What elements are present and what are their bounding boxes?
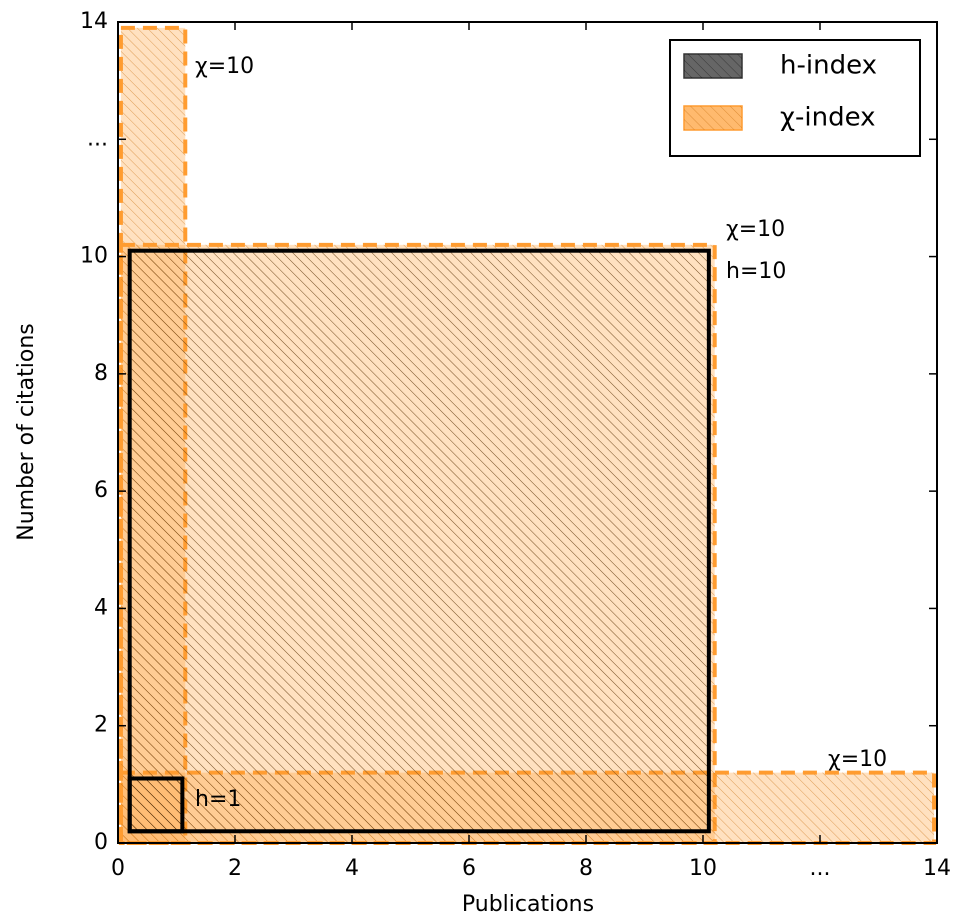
legend-label: χ-index xyxy=(780,103,876,133)
legend-swatch-hatch xyxy=(684,54,742,78)
y-axis-label: Number of citations xyxy=(14,323,39,541)
legend-label: h-index xyxy=(780,51,877,81)
area xyxy=(127,248,711,834)
y-tick-label: 2 xyxy=(94,713,108,738)
legend-swatch-hatch xyxy=(684,106,742,130)
y-tick-label: ... xyxy=(87,126,108,151)
annotation: χ=10 xyxy=(726,217,785,242)
y-tick-label: 10 xyxy=(80,244,108,269)
x-tick-label: 8 xyxy=(579,856,593,881)
x-tick-label: 0 xyxy=(111,856,125,881)
y-tick-label: 4 xyxy=(94,595,108,620)
x-axis-label: Publications xyxy=(462,892,594,917)
x-tick-label: ... xyxy=(810,856,831,881)
x-tick-label: 10 xyxy=(689,856,717,881)
annotation: χ=10 xyxy=(195,54,254,79)
y-tick-label: 14 xyxy=(80,9,108,34)
annotation: h=10 xyxy=(726,259,786,284)
x-tick-label: 14 xyxy=(923,856,951,881)
plot-frame xyxy=(117,21,938,844)
x-tick-label: 2 xyxy=(228,856,242,881)
annotation: χ=10 xyxy=(828,747,887,772)
x-tick-label: 6 xyxy=(462,856,476,881)
x-tick-label: 4 xyxy=(345,856,359,881)
annotation: h=1 xyxy=(195,787,241,812)
area xyxy=(127,776,185,834)
y-tick-label: 8 xyxy=(94,361,108,386)
y-tick-label: 6 xyxy=(94,478,108,503)
y-tick-label: 0 xyxy=(94,830,108,855)
